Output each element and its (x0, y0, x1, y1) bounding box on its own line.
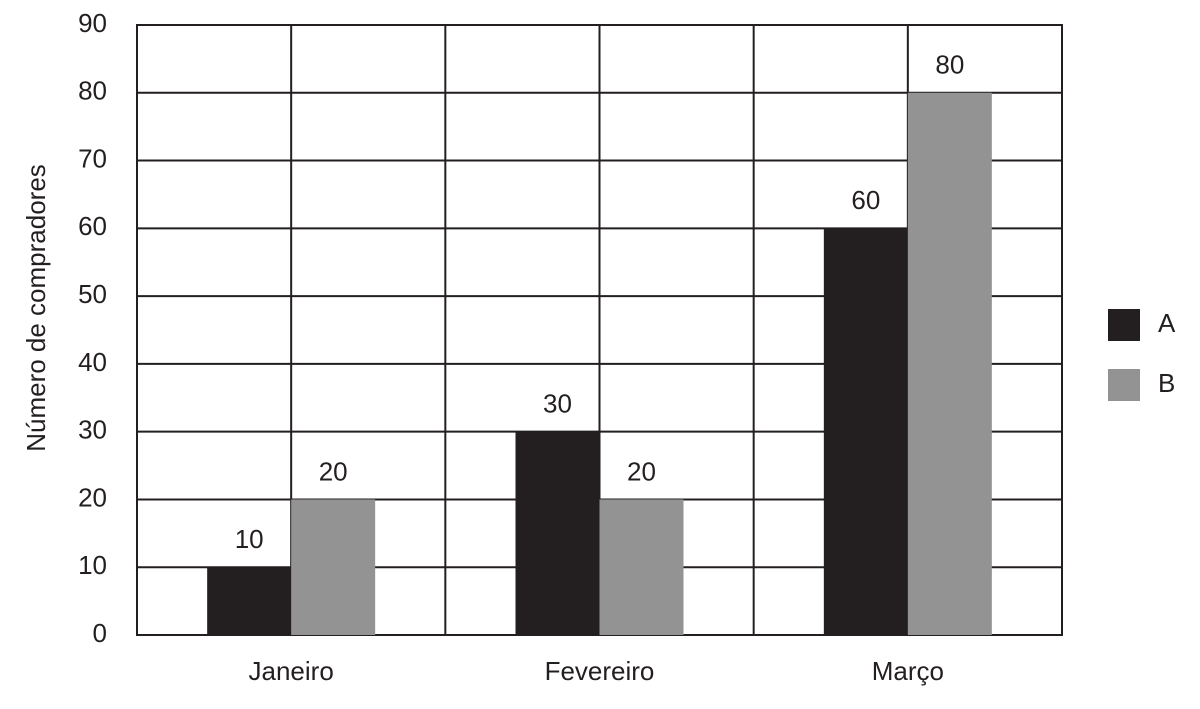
bar (823, 228, 908, 636)
bar (599, 499, 684, 635)
y-tick-label: 80 (78, 76, 107, 106)
data-label: 20 (319, 456, 348, 486)
y-tick-label: 30 (78, 415, 107, 445)
y-tick-label: 10 (78, 550, 107, 580)
legend-swatch (1108, 369, 1140, 401)
bar (515, 431, 600, 635)
y-axis-label: Número de compradores (21, 164, 51, 452)
bar (207, 567, 292, 635)
y-tick-label: 20 (78, 482, 107, 512)
y-tick-label: 90 (78, 8, 107, 38)
y-tick-label: 70 (78, 143, 107, 173)
x-tick-label: Janeiro (249, 656, 334, 686)
data-label: 10 (235, 524, 264, 554)
bar (907, 92, 992, 636)
data-label: 60 (851, 185, 880, 215)
x-tick-label: Fevereiro (545, 656, 655, 686)
y-tick-label: 0 (93, 618, 107, 648)
legend-swatch (1108, 309, 1140, 341)
data-label: 20 (627, 456, 656, 486)
y-tick-label: 60 (78, 211, 107, 241)
y-tick-label: 40 (78, 347, 107, 377)
data-label: 80 (935, 50, 964, 80)
legend-label: A (1158, 308, 1176, 338)
x-tick-label: Março (872, 656, 944, 686)
legend-label: B (1158, 368, 1175, 398)
bar (291, 499, 376, 635)
data-label: 30 (543, 389, 572, 419)
y-tick-label: 50 (78, 279, 107, 309)
